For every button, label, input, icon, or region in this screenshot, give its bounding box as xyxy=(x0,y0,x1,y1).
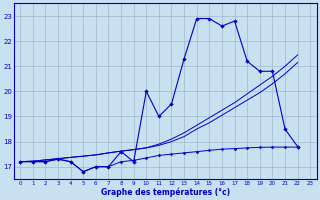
X-axis label: Graphe des températures (°c): Graphe des températures (°c) xyxy=(100,187,230,197)
